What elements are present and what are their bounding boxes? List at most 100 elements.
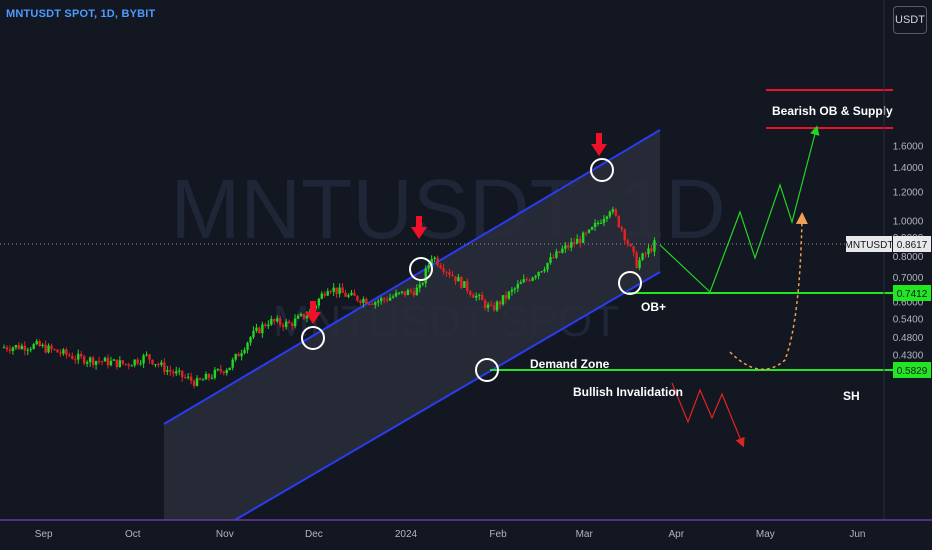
candle-body <box>74 359 77 361</box>
price-tick-label: 1.2000 <box>893 187 924 198</box>
time-tick-label: 2024 <box>395 529 418 540</box>
candle-body <box>29 348 32 350</box>
candle-body <box>611 209 615 212</box>
candle-body <box>329 291 332 293</box>
time-tick-label: Oct <box>125 529 141 540</box>
candle-body <box>163 362 166 372</box>
candle-body <box>91 357 95 365</box>
ob-price-tag: 0.7412 <box>893 285 931 301</box>
channel-upper-line[interactable] <box>163 129 661 425</box>
candle-body <box>344 292 347 297</box>
channel-lower-line[interactable] <box>234 271 661 521</box>
candle-body <box>213 369 217 378</box>
candle-body <box>391 296 395 298</box>
candle-body <box>338 287 341 294</box>
candle-body <box>486 304 490 309</box>
candle-body <box>573 242 576 244</box>
candle-body <box>249 337 252 343</box>
candle-body <box>290 323 294 327</box>
channel-fill <box>164 130 660 520</box>
candle-body <box>258 327 261 334</box>
price-axis[interactable]: 1.60001.40001.20001.00000.90000.80000.70… <box>893 142 924 380</box>
candle-body <box>62 349 65 354</box>
candle-body <box>293 318 297 327</box>
candle-body <box>433 257 436 260</box>
currency-selector-button[interactable]: USDT <box>893 6 927 34</box>
candle-body <box>617 215 620 228</box>
candle-body <box>478 294 481 296</box>
candle-body <box>427 264 430 269</box>
candle-body <box>320 293 323 299</box>
sh-label: SH <box>843 389 860 403</box>
time-axis[interactable]: Sep Oct Nov Dec 2024 Feb Mar Apr May Jun <box>35 529 866 540</box>
candle-body <box>106 357 110 366</box>
candle-body <box>243 349 246 354</box>
candle-body <box>549 257 552 263</box>
candle-body <box>385 299 389 301</box>
candle-body <box>192 380 196 386</box>
demand-price-value: 0.5829 <box>897 366 928 377</box>
candle-body <box>460 277 463 288</box>
candle-body <box>335 287 338 294</box>
candle-body <box>68 354 71 357</box>
candle-body <box>368 303 371 305</box>
candle-body <box>475 295 478 298</box>
candle-body <box>638 259 641 269</box>
price-tick-label: 0.4300 <box>893 351 924 362</box>
candle-body <box>299 313 303 316</box>
candle-body <box>323 293 326 296</box>
candle-body <box>234 354 237 360</box>
candle-body <box>219 369 223 372</box>
candle-body <box>94 361 98 365</box>
candle-body <box>154 364 157 366</box>
candle-body <box>267 324 270 327</box>
candle-body <box>109 360 113 366</box>
candle-body <box>26 349 29 351</box>
swing-high-circle-mar <box>590 158 614 182</box>
candle-body <box>341 287 344 293</box>
candle-body <box>581 232 585 243</box>
candle-body <box>534 275 537 278</box>
candle-body <box>47 345 50 353</box>
time-tick-label: May <box>756 529 775 540</box>
candle-body <box>531 277 534 281</box>
candlestick-series <box>2 206 656 389</box>
candle-body <box>394 292 398 297</box>
candle-body <box>546 262 549 270</box>
candle-body <box>273 319 276 322</box>
swing-low-circle-mar <box>618 271 642 295</box>
candle-body <box>169 370 172 372</box>
candle-body <box>469 291 472 295</box>
candle-body <box>100 361 104 363</box>
symbol-label: MNTUSDT <box>845 240 894 251</box>
candle-body <box>216 369 220 371</box>
candle-body <box>207 373 211 378</box>
candle-body <box>276 318 279 322</box>
candle-body <box>596 222 600 224</box>
candle-body <box>555 251 558 258</box>
bullish-projection-path <box>659 125 820 294</box>
candle-body <box>151 359 154 365</box>
down-arrow-icon <box>591 133 607 156</box>
candle-body <box>183 377 187 379</box>
candle-body <box>388 297 392 301</box>
candle-body <box>578 238 582 243</box>
candle-body <box>409 290 413 292</box>
candle-body <box>189 376 193 381</box>
demand-zone-label: Demand Zone <box>530 357 610 371</box>
candle-body <box>240 353 243 357</box>
ob-price-value: 0.7412 <box>897 289 928 300</box>
bearish-projection-path <box>671 382 745 448</box>
candle-body <box>501 295 505 305</box>
time-tick-label: Dec <box>305 529 323 540</box>
candle-body <box>587 229 591 233</box>
candle-body <box>20 345 24 350</box>
candle-body <box>317 298 321 306</box>
chart-title: MNTUSDT SPOT, 1D, BYBIT <box>6 8 156 20</box>
candle-body <box>374 302 377 305</box>
candle-body <box>377 301 380 303</box>
candle-body <box>71 356 74 360</box>
time-tick-label: Feb <box>489 529 507 540</box>
candle-body <box>14 345 18 348</box>
